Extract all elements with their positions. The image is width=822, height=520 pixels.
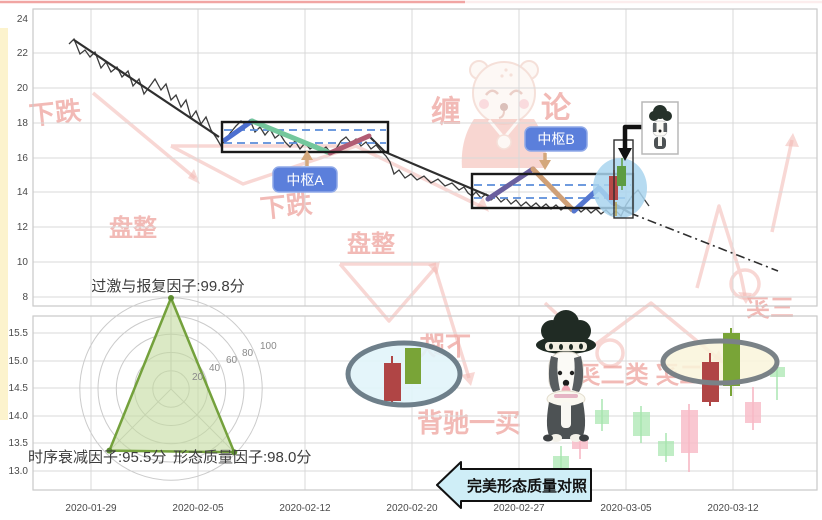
factor-label-bottom-left: 时序衰减因子:95.5分 <box>28 449 166 466</box>
watermark-text-panzheng-1: 盘整 <box>109 214 157 242</box>
y-tick-label: 8 <box>22 292 28 303</box>
left-ellipse-ring <box>345 340 463 408</box>
y-tick-label: 13.0 <box>9 466 29 477</box>
top-panel-border <box>32 8 818 307</box>
factor-label-top: 过激与报复因子:99.8分 <box>91 277 244 295</box>
chanlun-mascot-dog <box>461 60 547 168</box>
radar-tick-label: 40 <box>209 363 221 374</box>
y-tick-label: 12 <box>17 222 29 233</box>
radar-chart: 20 40 60 80 100 过激与报复因子:99.8分 时序衰减因子:95.… <box>28 277 311 481</box>
left-arrow-banner <box>436 461 592 509</box>
left-ellipse-fill <box>348 343 460 405</box>
x-tick-label: 2020-02-27 <box>493 503 545 514</box>
watermark-text-xiadie-1: 下跌 <box>28 95 83 130</box>
candle-down <box>384 363 401 401</box>
y-tick-label: 20 <box>17 83 29 94</box>
y-tick-label: 18 <box>17 118 29 129</box>
radar-tick-label: 60 <box>226 355 238 366</box>
left-edge-strip <box>0 28 8 420</box>
dog-card-icon <box>649 105 672 149</box>
bottom-panel-y-axis: 15.5 15.0 14.5 14.0 13.5 13.0 <box>9 328 29 477</box>
pivot-a-label: 中枢A <box>286 172 324 188</box>
radar-vertex <box>168 295 174 301</box>
pivot-a-zone <box>220 118 390 156</box>
stroke-up-blue <box>222 118 255 143</box>
radar-tick-label: 100 <box>260 341 277 352</box>
pivot-a-arrowhead-icon <box>301 150 313 160</box>
right-ellipse-fill <box>663 341 777 383</box>
radar-polygon <box>108 296 236 454</box>
perfect-pattern-compare-annotation: 完美形态质量对照 <box>436 461 592 509</box>
left-candle-highlight <box>345 340 463 408</box>
y-tick-label: 14 <box>17 187 29 198</box>
watermark-text-lun: 论 <box>541 92 572 125</box>
pivot-a-box <box>220 120 390 154</box>
factor-label-bottom-right: 形态质量因子:98.0分 <box>173 449 311 466</box>
stroke-up-maroon <box>327 133 372 156</box>
stroke-down-tan <box>530 166 577 214</box>
x-tick-label: 2020-03-12 <box>707 503 759 514</box>
bottom-panel-border <box>32 315 818 491</box>
top-panel-y-axis: 24 22 20 18 16 14 12 10 8 <box>17 14 29 303</box>
x-tick-label: 2020-02-12 <box>279 503 331 514</box>
watermark-text-chan: 缠 <box>431 95 461 129</box>
candle-up <box>405 348 421 384</box>
pivot-b-annotation: 中枢B <box>524 126 588 170</box>
pivot-b-label-box <box>524 126 588 152</box>
callout-arrowhead-icon <box>618 148 632 161</box>
y-tick-label: 15.5 <box>9 328 29 339</box>
y-tick-label: 16 <box>17 153 29 164</box>
right-ellipse-ring <box>660 338 780 386</box>
y-tick-label: 13.5 <box>9 438 29 449</box>
y-tick-label: 14.5 <box>9 383 29 394</box>
x-tick-label: 2020-02-05 <box>172 503 224 514</box>
watermark-text-xiadie-2: 下跌 <box>259 188 314 223</box>
y-tick-label: 24 <box>17 14 29 25</box>
radar-tick-label: 20 <box>192 372 204 383</box>
pivot-a-annotation: 中枢A <box>272 150 338 193</box>
right-candle-highlight <box>660 328 780 406</box>
radar-tick-label: 80 <box>242 348 254 359</box>
watermark-text-sanbuy: 三买 <box>746 295 794 322</box>
pivot-b-arrowhead-icon <box>539 160 551 170</box>
pivot-a-label-box <box>272 166 338 193</box>
compare-button-label: 完美形态质量对照 <box>467 477 587 495</box>
callout-elbow-arrow <box>622 124 649 153</box>
y-tick-label: 10 <box>17 257 29 268</box>
projection-dashdot-line <box>629 212 779 272</box>
watermark-text-panzheng-2: 盘整 <box>347 230 395 258</box>
y-tick-label: 15.0 <box>9 356 29 367</box>
radar-vertex <box>106 447 113 454</box>
y-tick-label: 22 <box>17 48 29 59</box>
x-axis: 2020-01-29 2020-02-05 2020-02-12 2020-02… <box>65 503 759 514</box>
mini-candle-green <box>617 166 626 186</box>
pivot-b-label: 中枢B <box>537 131 574 147</box>
y-tick-label: 14.0 <box>9 411 29 422</box>
dog-callout <box>618 101 679 161</box>
stroke-down-green <box>249 118 333 156</box>
watermark-text-beichi: 背驰一买 <box>417 408 521 438</box>
border-collie-dog <box>536 310 596 442</box>
x-tick-label: 2020-01-29 <box>65 503 117 514</box>
candle-up <box>723 333 740 386</box>
x-tick-label: 2020-03-05 <box>600 503 652 514</box>
radar-vertex <box>231 449 238 456</box>
x-tick-label: 2020-02-20 <box>386 503 438 514</box>
